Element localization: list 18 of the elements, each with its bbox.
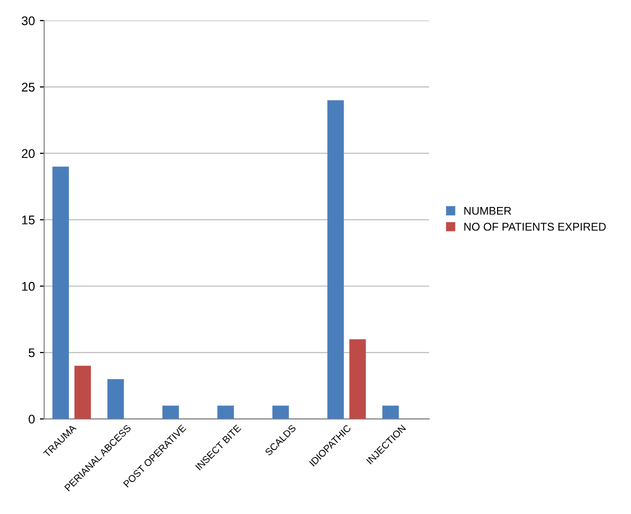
bar — [382, 406, 399, 419]
bar — [52, 166, 69, 419]
y-tick-label: 20 — [22, 149, 35, 158]
bar — [74, 366, 91, 419]
bar — [272, 406, 289, 419]
bar — [349, 339, 366, 419]
y-tick-label: 30 — [22, 16, 35, 26]
y-tick-label: 5 — [28, 348, 35, 358]
bar — [162, 406, 179, 419]
y-tick-label: 25 — [22, 82, 35, 92]
legend-label: NUMBER — [464, 207, 512, 215]
bar — [217, 406, 234, 419]
y-tick-label: 10 — [22, 282, 35, 291]
y-tick-label: 0 — [28, 414, 35, 424]
bar — [107, 379, 124, 419]
bar — [327, 100, 344, 419]
legend-label: NO OF PATIENTS EXPIRED — [464, 222, 606, 231]
y-tick-label: 15 — [22, 216, 35, 224]
